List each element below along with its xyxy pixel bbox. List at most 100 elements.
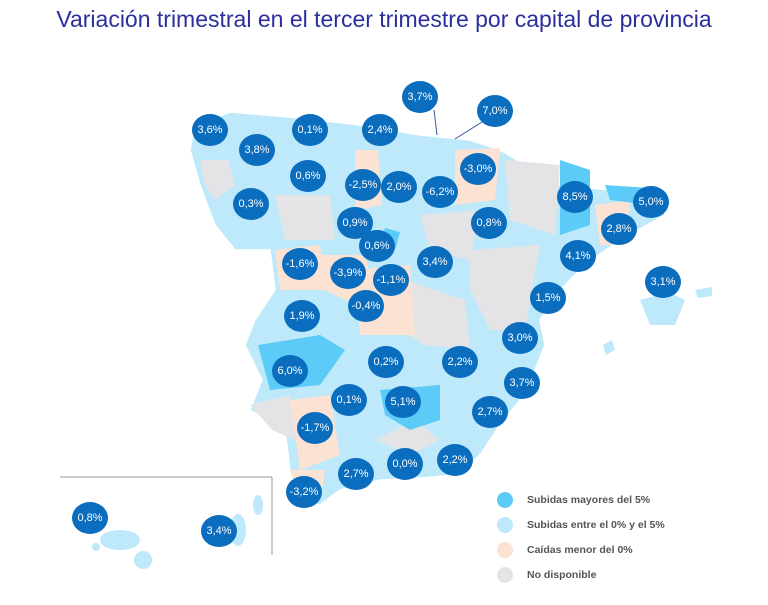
region-na-north: [505, 160, 560, 235]
value-bubble: 2,4%: [362, 114, 398, 146]
bubble-value: 0,8%: [77, 512, 102, 524]
value-bubble: 5,0%: [633, 186, 669, 218]
bubble-value: 3,8%: [244, 144, 269, 156]
bubble-value: 7,0%: [482, 105, 507, 117]
value-bubble: 3,4%: [201, 515, 237, 547]
value-bubbles: 3,6% 0,1% 2,4% 3,7% 7,0% 3,8% 0,6% -2,5% 2,0% -6,…: [72, 81, 681, 547]
gomera: [92, 543, 100, 551]
value-bubble: 0,0%: [387, 448, 423, 480]
bubble-circle: [460, 153, 496, 185]
bubble-value: 0,8%: [476, 217, 501, 229]
value-bubble: -1,1%: [373, 264, 409, 296]
bubble-circle: [345, 169, 381, 201]
value-bubble: 0,2%: [368, 346, 404, 378]
bubble-circle: [530, 282, 566, 314]
bubble-circle: [201, 515, 237, 547]
bubble-value: 5,0%: [638, 196, 663, 208]
bubble-circle: [331, 384, 367, 416]
bubble-circle: [290, 160, 326, 192]
bubble-circle: [373, 264, 409, 296]
bubble-circle: [560, 240, 596, 272]
bubble-value: 3,1%: [650, 276, 675, 288]
legend-item-between: Subidas entre el 0% y el 5%: [497, 515, 665, 535]
value-bubble: 4,1%: [560, 240, 596, 272]
bubble-value: 6,0%: [277, 365, 302, 377]
bubble-circle: [601, 213, 637, 245]
legend-label: Subidas entre el 0% y el 5%: [527, 519, 665, 531]
bubble-circle: [504, 367, 540, 399]
bubble-value: 0,0%: [392, 458, 417, 470]
bubble-value: 0,6%: [364, 240, 389, 252]
bubble-value: 3,0%: [507, 332, 532, 344]
value-bubble: 2,7%: [338, 458, 374, 490]
bubble-value: 4,1%: [565, 250, 590, 262]
bubble-value: -2,5%: [349, 179, 378, 191]
value-bubble: -1,7%: [297, 412, 333, 444]
tenerife: [100, 530, 140, 550]
value-bubble: -3,9%: [330, 257, 366, 289]
value-bubble: 0,9%: [337, 207, 373, 239]
bubble-value: 2,4%: [367, 124, 392, 136]
bubble-value: 0,9%: [342, 217, 367, 229]
bubble-circle: [192, 114, 228, 146]
value-bubble: 2,2%: [442, 346, 478, 378]
bubble-value: 0,3%: [238, 198, 263, 210]
bubble-value: 0,2%: [373, 356, 398, 368]
mallorca: [640, 292, 685, 325]
bubble-value: 2,0%: [386, 181, 411, 193]
value-bubble: 3,1%: [645, 266, 681, 298]
bubble-circle: [284, 300, 320, 332]
lanzarote: [253, 495, 263, 515]
ibiza: [603, 340, 615, 355]
value-bubble: 0,8%: [471, 207, 507, 239]
value-bubble: 1,5%: [530, 282, 566, 314]
bubble-circle: [348, 290, 384, 322]
bubble-circle: [502, 322, 538, 354]
bubble-value: 1,9%: [289, 310, 314, 322]
bubble-value: -6,2%: [426, 186, 455, 198]
value-bubble: 3,4%: [417, 246, 453, 278]
bubble-value: 0,1%: [297, 124, 322, 136]
bubble-value: 5,1%: [390, 396, 415, 408]
bubble-value: 3,6%: [197, 124, 222, 136]
map-title: Variación trimestral en el tercer trimes…: [56, 6, 712, 32]
canary-islands: [60, 476, 273, 569]
value-bubble: -0,4%: [348, 290, 384, 322]
bubble-circle: [422, 176, 458, 208]
bubble-circle: [387, 448, 423, 480]
bubble-circle: [338, 458, 374, 490]
bubble-circle: [385, 386, 421, 418]
region-na-east: [420, 210, 540, 330]
bubble-circle: [297, 412, 333, 444]
bubble-value: -1,1%: [377, 274, 406, 286]
value-bubble: 2,0%: [381, 171, 417, 203]
bubble-value: -1,6%: [286, 258, 315, 270]
bubble-value: -3,0%: [464, 163, 493, 175]
region-na-almeria: [375, 420, 440, 455]
bubble-circle: [239, 134, 275, 166]
bubble-circle: [381, 171, 417, 203]
legend-swatch: [497, 542, 513, 558]
bubble-circle: [402, 81, 438, 113]
bubble-circle: [359, 230, 395, 262]
value-bubble: 3,7%: [504, 367, 540, 399]
bubble-value: 3,4%: [422, 256, 447, 268]
region-na-south-center: [400, 280, 470, 350]
bubble-circle: [557, 181, 593, 213]
bubble-value: 3,7%: [509, 377, 534, 389]
value-bubble: 8,5%: [557, 181, 593, 213]
value-bubble: 0,8%: [72, 502, 108, 534]
bubble-circle: [442, 346, 478, 378]
bubble-circle: [330, 257, 366, 289]
bubble-value: 3,7%: [407, 91, 432, 103]
bubble-value: -3,9%: [334, 267, 363, 279]
value-bubble: 1,9%: [284, 300, 320, 332]
value-bubble: 0,6%: [359, 230, 395, 262]
bubble-value: -1,7%: [301, 422, 330, 434]
bubble-circle: [633, 186, 669, 218]
legend-item-below0: Caídas menor del 0%: [497, 540, 633, 560]
bubble-value: 0,6%: [295, 170, 320, 182]
value-bubble: 3,7%: [402, 81, 438, 113]
bubble-circle: [645, 266, 681, 298]
